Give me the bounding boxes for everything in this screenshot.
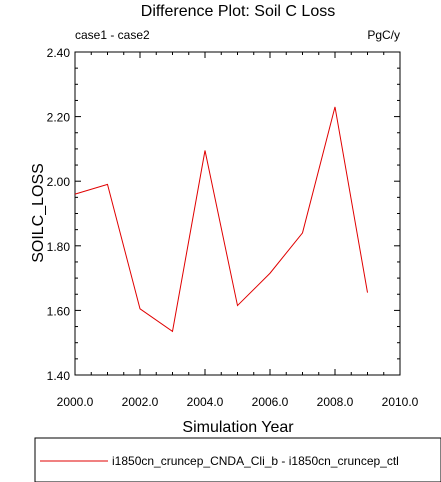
y-axis-tick-labels: 1.40 1.60 1.80 2.00 2.20 2.40 bbox=[47, 46, 71, 383]
y-tick-label: 1.80 bbox=[47, 240, 71, 254]
x-tick-label: 2006.0 bbox=[252, 395, 289, 409]
y-tick-label: 1.40 bbox=[47, 369, 71, 383]
x-tick-label: 2010.0 bbox=[382, 395, 419, 409]
plot-frame bbox=[74, 51, 401, 376]
legend: i1850cn_cruncep_CNDA_Cli_b - i1850cn_cru… bbox=[34, 437, 441, 482]
series-line bbox=[74, 106, 368, 333]
y-tick-label: 2.40 bbox=[47, 46, 71, 60]
x-axis-ticks bbox=[74, 52, 401, 375]
chart-title: Difference Plot: Soil C Loss bbox=[141, 3, 335, 20]
series-layer bbox=[74, 106, 368, 333]
x-tick-label: 2002.0 bbox=[122, 395, 159, 409]
x-axis-label: Simulation Year bbox=[182, 419, 294, 436]
x-tick-label: 2008.0 bbox=[317, 395, 354, 409]
legend-box bbox=[34, 437, 441, 482]
legend-label: i1850cn_cruncep_CNDA_Cli_b - i1850cn_cru… bbox=[112, 454, 399, 468]
y-axis-label: SOILC_LOSS bbox=[30, 163, 47, 263]
y-tick-label: 1.60 bbox=[47, 304, 71, 318]
x-tick-label: 2004.0 bbox=[187, 395, 224, 409]
left-subtitle: case1 - case2 bbox=[75, 28, 150, 42]
y-tick-label: 2.00 bbox=[47, 175, 71, 189]
y-tick-label: 2.20 bbox=[47, 111, 71, 125]
x-tick-label: 2000.0 bbox=[57, 395, 94, 409]
x-axis-tick-labels: 2000.0 2002.0 2004.0 2006.0 2008.0 2010.0 bbox=[57, 395, 419, 409]
right-subtitle: PgC/y bbox=[367, 28, 400, 42]
y-axis-ticks bbox=[75, 51, 400, 376]
